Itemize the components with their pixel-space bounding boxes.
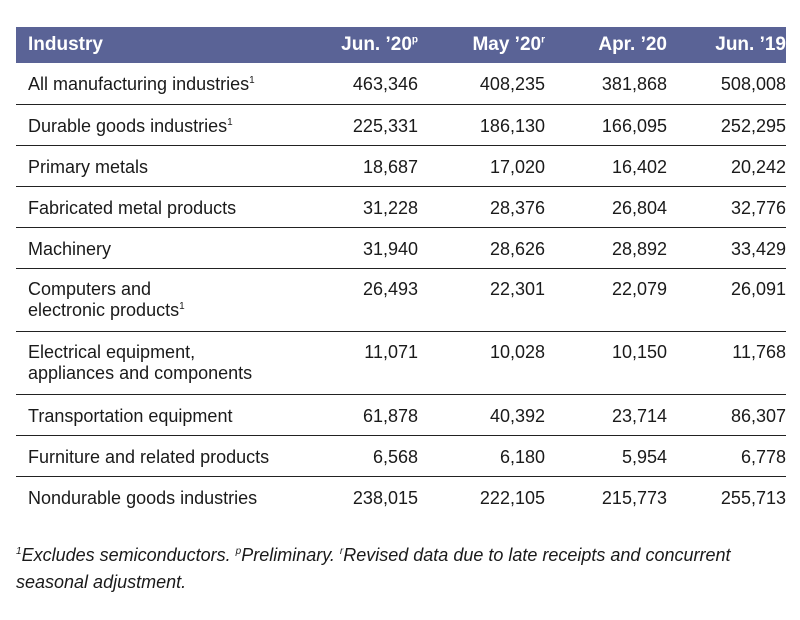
value-cell: 26,493 [298, 268, 418, 332]
value-cell: 225,331 [298, 104, 418, 146]
value-cell: 18,687 [298, 145, 418, 187]
table-row: All manufacturing industries1 463,346 408,… [16, 63, 786, 105]
column-header-jun-19: Jun. ’19 [715, 34, 786, 55]
value-cell: 26,091 [667, 268, 786, 332]
value-cell: 255,713 [720, 487, 786, 508]
table-row: Electrical equipment, appliances and comp… [16, 331, 786, 395]
value-cell: 186,130 [418, 104, 545, 146]
table-row: Furniture and related products 6,568 6,180… [16, 435, 786, 477]
value-cell: 86,307 [667, 394, 786, 436]
value-cell: 22,301 [418, 268, 545, 332]
table-row: Primary metals 18,687 17,020 16,402 20,242 [16, 145, 786, 187]
industry-name-line1: Primary metals [28, 156, 149, 177]
value-cell: 17,020 [418, 145, 545, 187]
table-body: All manufacturing industries1 463,346 408,… [16, 63, 786, 517]
footnote-marker: 1 [249, 75, 255, 86]
value-cell: 238,015 [352, 487, 418, 508]
industry-name-cell: All manufacturing industries1 [16, 63, 298, 105]
industry-name-cell: Furniture and related products [16, 435, 298, 477]
shipments-table: Industry Jun. ’20p May ’20r Apr. ’20 Jun… [16, 27, 786, 517]
value-cell: 16,402 [545, 145, 667, 187]
value-cell: 11,071 [298, 331, 418, 395]
value-cell: 23,714 [545, 394, 667, 436]
value-cell: 28,376 [418, 186, 545, 228]
footnote-marker: 1 [179, 300, 185, 312]
value-cell: 22,079 [545, 268, 667, 332]
table-row: Computers and electronic products1 26,493 2… [16, 268, 786, 332]
value-cell: 28,626 [418, 227, 545, 269]
industry-name-cell: Fabricated metal products [16, 186, 298, 228]
table-row: Nondurable goods industries 238,015 222,10… [16, 476, 786, 517]
value-cell: 11,768 [667, 331, 786, 395]
header-row: Industry Jun. ’20p May ’20r Apr. ’20 Jun… [16, 27, 786, 63]
value-cell: 28,892 [545, 227, 667, 269]
value-cell: 6,180 [418, 435, 545, 477]
table-header: Industry Jun. ’20p May ’20r Apr. ’20 Jun… [16, 27, 786, 63]
footnote-marker: 1 [227, 116, 233, 128]
table-row: Machinery 31,940 28,626 28,892 33,429 [16, 227, 786, 269]
industry-name-line1: Machinery [28, 238, 112, 259]
industry-name-line1: Transportation equipment [28, 405, 233, 426]
value-cell: 222,105 [479, 487, 545, 508]
value-cell: 10,028 [418, 331, 545, 395]
industry-name-cell: Machinery [16, 227, 298, 269]
industry-name-cell: Durable goods industries1 [16, 104, 298, 146]
value-cell: 381,868 [545, 63, 667, 105]
industry-name-line2: appliances and components [28, 362, 253, 383]
industry-name-cell: Computers and electronic products1 [16, 268, 298, 332]
value-cell: 5,954 [545, 435, 667, 477]
value-cell: 32,776 [667, 186, 786, 228]
industry-name-cell: Transportation equipment [16, 394, 298, 436]
value-cell: 26,804 [545, 186, 667, 228]
industry-name-line1: Nondurable goods industries [28, 487, 258, 508]
value-cell: 252,295 [667, 104, 786, 146]
industry-name-line1: Durable goods industries [28, 115, 228, 136]
table-row: Fabricated metal products 31,228 28,376 26,… [16, 186, 786, 228]
table-row: Transportation equipment 61,878 40,392 23,7… [16, 394, 786, 436]
value-cell: 408,235 [418, 63, 545, 105]
industry-name-line1: Computers and [28, 278, 152, 299]
value-cell: 215,773 [601, 487, 667, 508]
industry-name-cell: Nondurable goods industries [16, 476, 298, 517]
shipments-table-container: Industry Jun. ’20p May ’20r Apr. ’20 Jun… [16, 27, 786, 517]
value-cell: 10,150 [545, 331, 667, 395]
industry-name-line1: Furniture and related products [28, 446, 270, 467]
value-cell: 33,429 [667, 227, 786, 269]
industry-name-line1: All manufacturing industries [28, 74, 250, 94]
value-cell: 31,228 [298, 186, 418, 228]
value-cell: 6,568 [298, 435, 418, 477]
table-row: Durable goods industries1 225,331 186,130 1… [16, 104, 786, 146]
footnote: 1Excludes semiconductors. pPreliminary. … [16, 545, 731, 592]
industry-name-cell: Primary metals [16, 145, 298, 187]
value-cell: 20,242 [667, 145, 786, 187]
industry-name-line2: electronic products [28, 299, 180, 320]
industry-name-line1: Electrical equipment, [28, 341, 196, 362]
column-header-jun-20: Jun. ’20p [341, 34, 418, 55]
industry-name-line1: Fabricated metal products [28, 197, 237, 218]
column-header-industry: Industry [28, 34, 103, 55]
value-cell: 166,095 [545, 104, 667, 146]
value-cell: 31,940 [298, 227, 418, 269]
column-header-may-20: May ’20r [472, 34, 545, 55]
value-cell: 40,392 [418, 394, 545, 436]
industry-name-cell: Electrical equipment, appliances and comp… [16, 331, 298, 395]
value-cell: 463,346 [298, 63, 418, 105]
column-header-apr-20: Apr. ’20 [598, 34, 667, 55]
value-cell: 508,008 [667, 63, 786, 105]
value-cell: 6,778 [667, 435, 786, 477]
value-cell: 61,878 [298, 394, 418, 436]
